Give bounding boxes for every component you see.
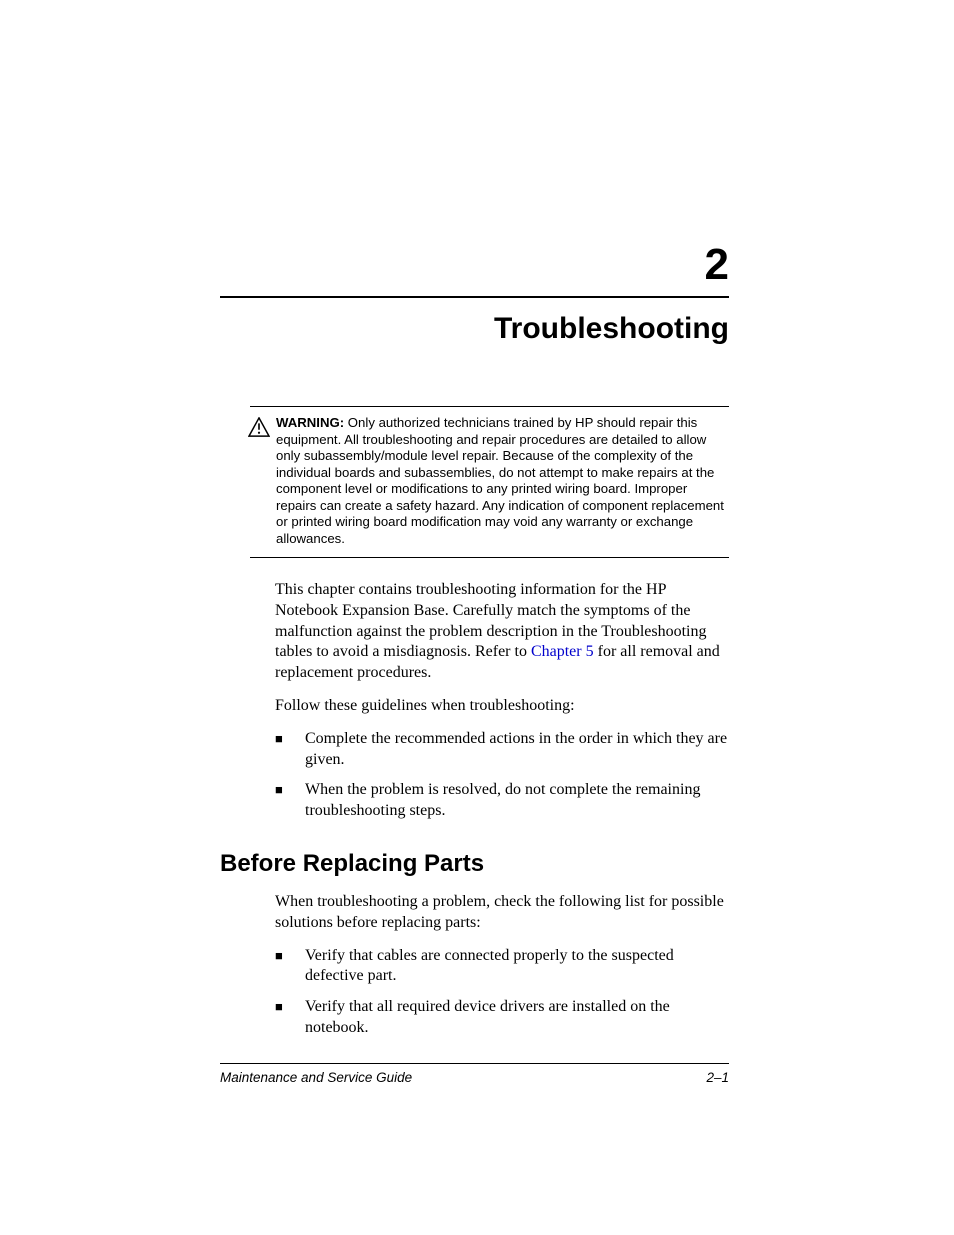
bullet-text: Verify that all required device drivers …: [305, 997, 729, 1039]
title-divider: [220, 296, 729, 298]
list-item: ■ Complete the recommended actions in th…: [275, 729, 729, 771]
square-bullet-icon: ■: [275, 733, 287, 745]
intro-bullet-list: ■ Complete the recommended actions in th…: [275, 729, 729, 822]
footer-divider: [220, 1063, 729, 1064]
chapter-5-link[interactable]: Chapter 5: [531, 643, 594, 660]
page-footer: Maintenance and Service Guide 2–1: [220, 1063, 729, 1085]
intro-block: This chapter contains troubleshooting in…: [275, 580, 729, 822]
section2-paragraph: When troubleshooting a problem, check th…: [275, 892, 729, 934]
warning-triangle-icon: [248, 417, 270, 437]
list-item: ■ Verify that cables are connected prope…: [275, 946, 729, 988]
warning-text: WARNING: Only authorized technicians tra…: [250, 415, 729, 547]
intro-paragraph-1: This chapter contains troubleshooting in…: [275, 580, 729, 684]
list-item: ■ Verify that all required device driver…: [275, 997, 729, 1039]
bullet-text: When the problem is resolved, do not com…: [305, 780, 729, 822]
footer-right: 2–1: [706, 1070, 729, 1085]
bullet-text: Complete the recommended actions in the …: [305, 729, 729, 771]
section2-block: When troubleshooting a problem, check th…: [275, 892, 729, 1039]
warning-body: Only authorized technicians trained by H…: [276, 415, 724, 546]
square-bullet-icon: ■: [275, 784, 287, 796]
chapter-number: 2: [220, 240, 729, 290]
square-bullet-icon: ■: [275, 1001, 287, 1013]
square-bullet-icon: ■: [275, 950, 287, 962]
section2-bullet-list: ■ Verify that cables are connected prope…: [275, 946, 729, 1039]
warning-label: WARNING:: [276, 415, 344, 430]
section-heading-before-replacing: Before Replacing Parts: [220, 850, 729, 878]
page-content: 2 Troubleshooting WARNING: Only authoriz…: [0, 0, 954, 1039]
footer-left: Maintenance and Service Guide: [220, 1070, 412, 1085]
chapter-title: Troubleshooting: [220, 312, 729, 346]
footer-row: Maintenance and Service Guide 2–1: [220, 1070, 729, 1085]
bullet-text: Verify that cables are connected properl…: [305, 946, 729, 988]
list-item: ■ When the problem is resolved, do not c…: [275, 780, 729, 822]
warning-block: WARNING: Only authorized technicians tra…: [250, 406, 729, 558]
intro-paragraph-2: Follow these guidelines when troubleshoo…: [275, 696, 729, 717]
